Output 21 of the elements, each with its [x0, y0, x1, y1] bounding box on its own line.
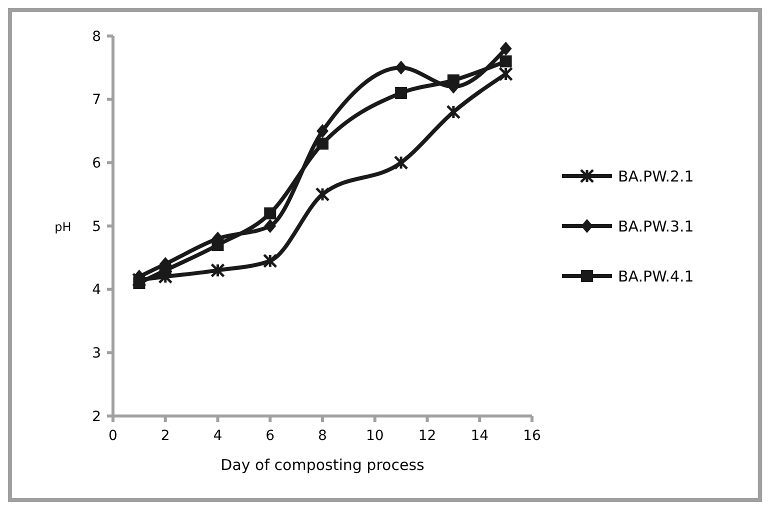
legend-label: BA.PW.4.1 [618, 267, 694, 286]
legend-label: BA.PW.2.1 [618, 167, 694, 186]
x-tick-label: 8 [318, 428, 327, 444]
y-tick-label: 2 [92, 408, 101, 425]
x-tick-label: 10 [366, 428, 384, 444]
x-tick-label: 2 [160, 428, 170, 444]
y-axis-title: pH [54, 220, 72, 234]
y-tick-label: 3 [92, 346, 101, 362]
y-tick-label: 6 [92, 156, 102, 172]
x-tick-label: 6 [266, 428, 275, 444]
y-tick-label: 5 [92, 218, 101, 235]
y-tick-label: 4 [92, 282, 102, 298]
x-tick-label: 4 [213, 428, 222, 444]
y-tick-label: 7 [92, 92, 101, 108]
y-tick-label: 8 [92, 28, 101, 45]
legend-label: BA.PW.3.1 [618, 217, 694, 236]
x-tick-label: 14 [470, 428, 489, 444]
x-tick-label: 16 [523, 428, 541, 444]
x-tick-label: 0 [108, 428, 118, 444]
x-tick-label: 12 [418, 428, 436, 444]
x-axis-title: Day of composting process [220, 456, 425, 474]
